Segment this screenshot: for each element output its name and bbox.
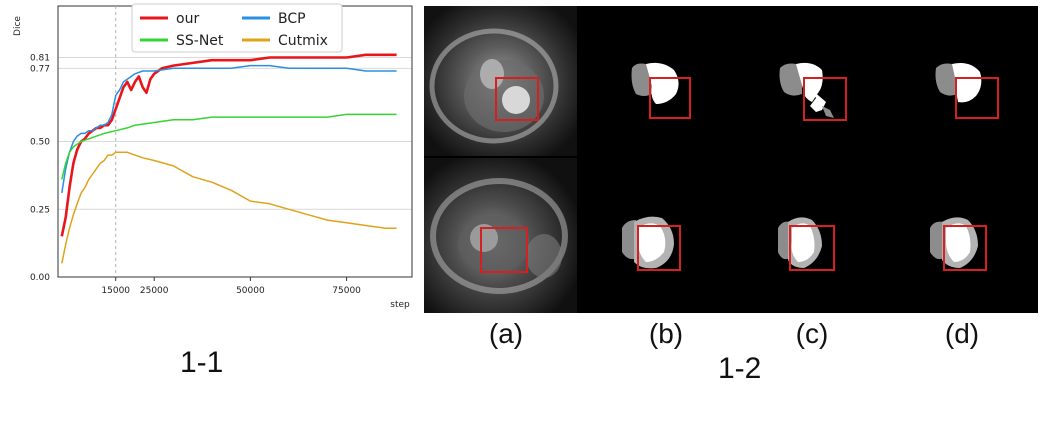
seg-b-top <box>631 62 691 119</box>
segmentation-panel <box>424 6 1038 313</box>
x-axis-label: step <box>390 300 410 310</box>
legend-entry: SS-Net <box>176 33 224 49</box>
chart-label: 1-1 <box>180 346 224 379</box>
seg-c-top <box>779 62 847 121</box>
caption-c: (c) <box>795 318 829 349</box>
seg-d-bottom <box>930 217 987 271</box>
legend-entry: BCP <box>278 11 306 27</box>
series-line-cutmix <box>61 151 397 264</box>
dice-chart: 0.00 0.25 0.50 0.770.81 15000 25000 50000 75000… <box>13 3 413 310</box>
y-tick-label: 0.81 <box>30 53 50 63</box>
legend-entry: our <box>176 11 199 27</box>
x-tick-label: 25000 <box>140 286 169 296</box>
y-tick-label: 0.77 <box>30 64 50 74</box>
seg-d-top <box>935 63 999 119</box>
x-tick-label: 75000 <box>332 286 361 296</box>
mri-image-bottom <box>424 158 577 313</box>
y-axis-label: Dice <box>13 16 23 36</box>
mri-image-top <box>424 6 577 156</box>
x-tick-label: 15000 <box>101 286 130 296</box>
legend-box <box>131 3 343 53</box>
y-tick-label: 0.25 <box>30 205 50 215</box>
series-line-our <box>60 53 397 237</box>
caption-b: (b) <box>648 318 684 349</box>
caption-d: (d) <box>944 318 980 349</box>
legend-entry: Cutmix <box>278 33 328 49</box>
roi-box <box>480 227 528 273</box>
roi-box <box>495 77 539 121</box>
segmentation-images <box>424 6 999 313</box>
seg-b-bottom <box>622 216 681 271</box>
series-line-bcp <box>61 64 397 194</box>
series-line-ss-net <box>61 113 397 180</box>
y-tick-label: 0.00 <box>30 273 50 283</box>
caption-a: (a) <box>488 318 524 349</box>
y-tick-label: 0.50 <box>30 138 50 148</box>
seg-c-bottom <box>778 217 835 271</box>
x-tick-label: 50000 <box>236 286 265 296</box>
images-label: 1-2 <box>718 352 762 385</box>
